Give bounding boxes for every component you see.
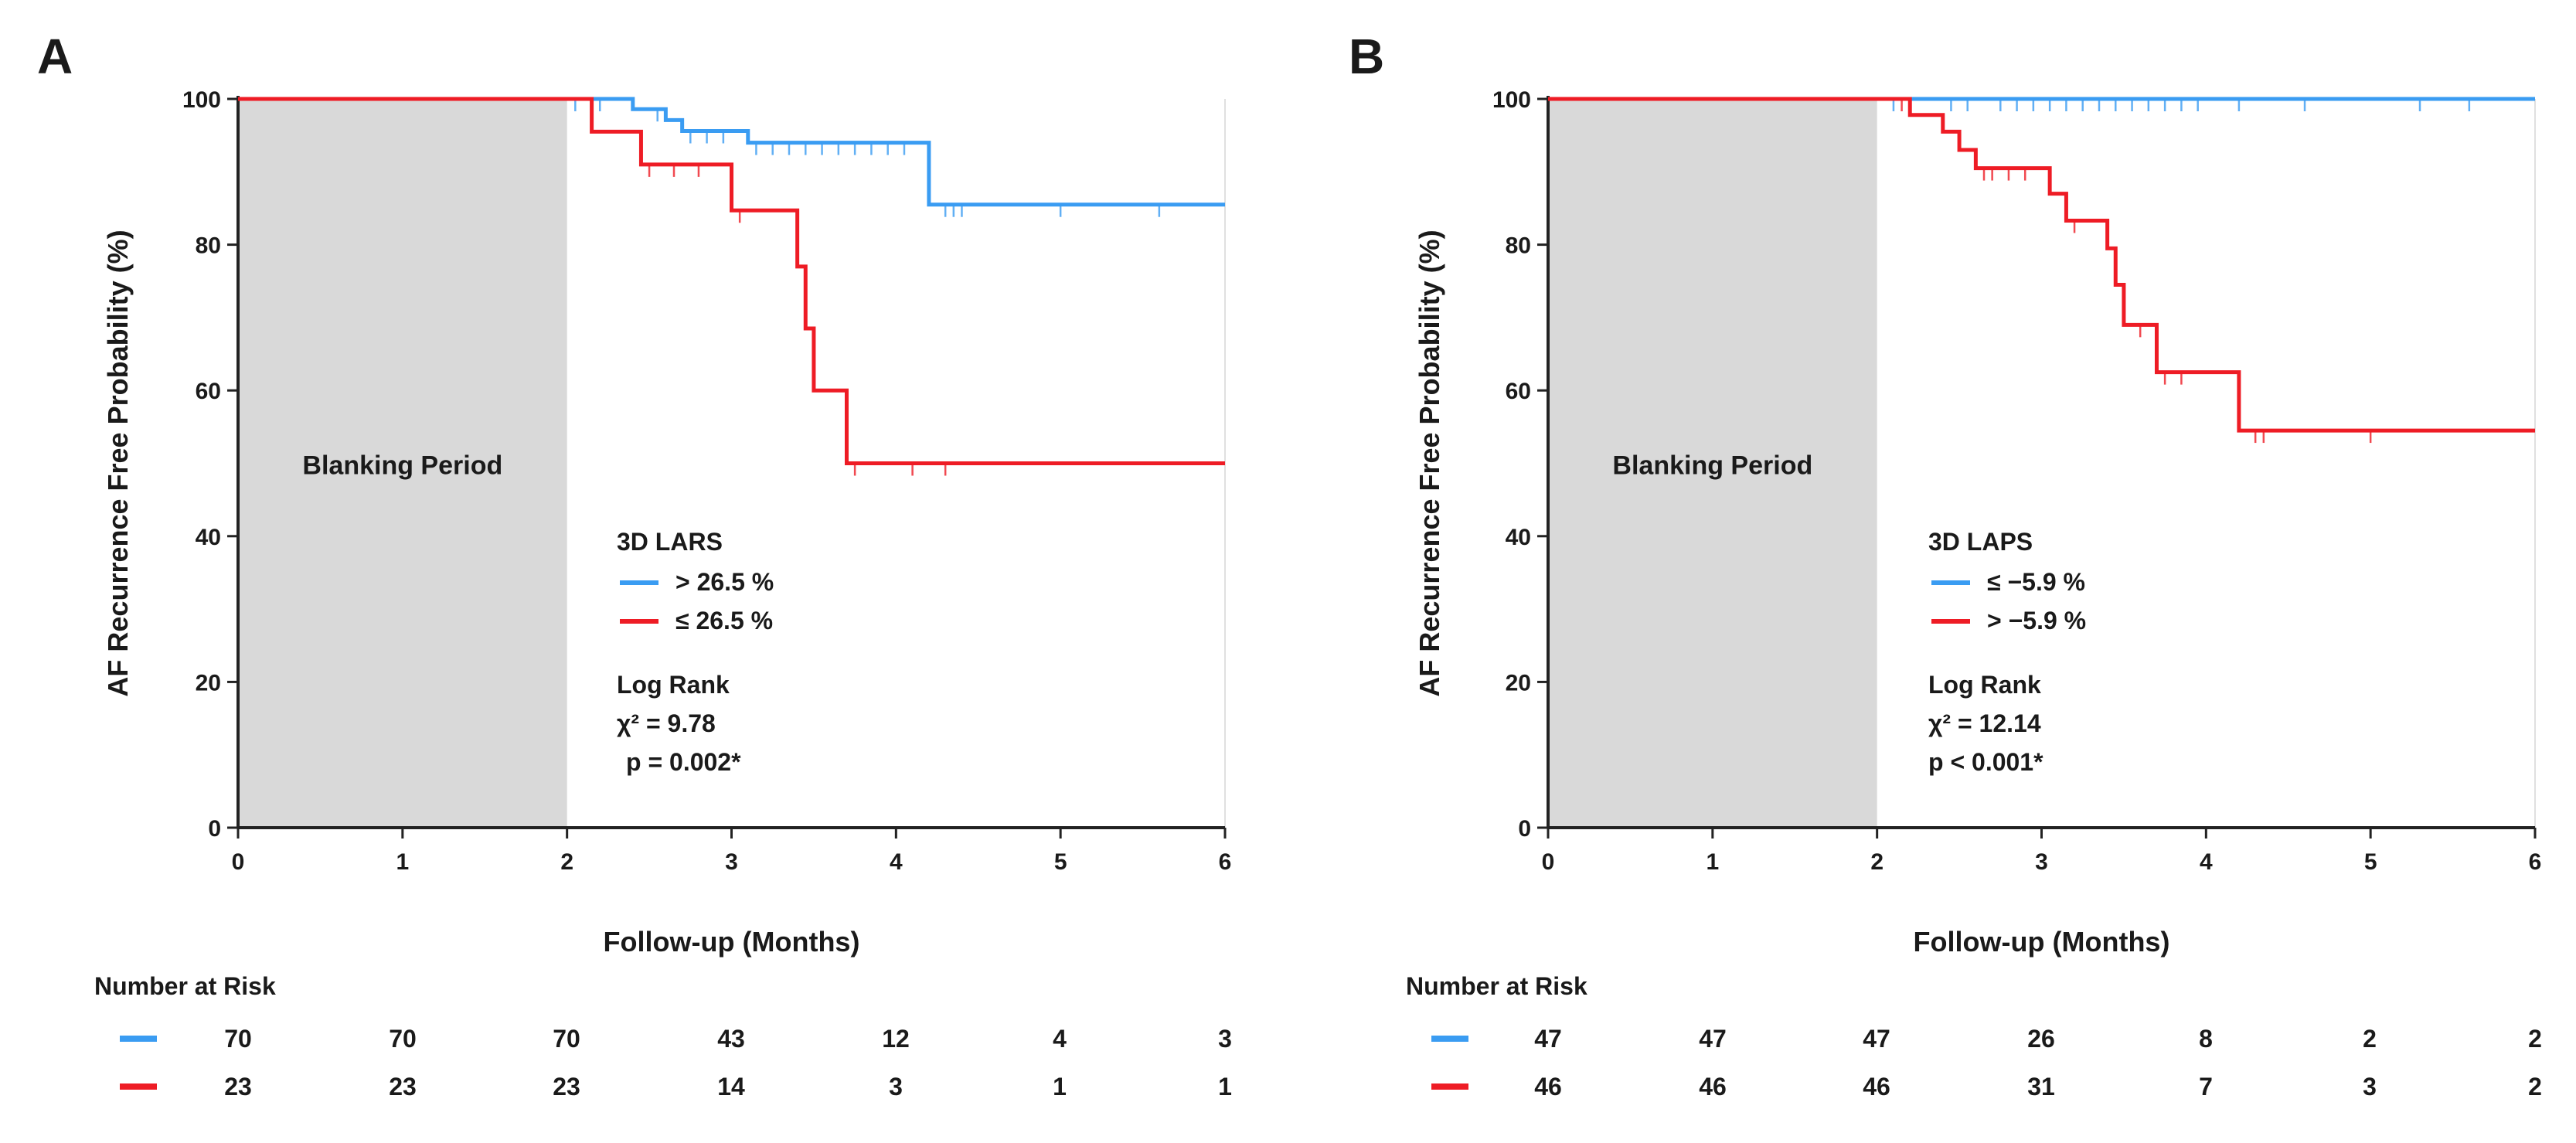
risk-cell: 12 [882,1025,910,1053]
x-tick-label: 1 [1706,849,1719,875]
stats-p-value: p = 0.002* [626,748,741,776]
panel-b: B Blanking Period 0 20 40 60 80 100 0 1 2 3 4 5 6 Follo… [1349,29,2542,1100]
x-tick-label: 5 [1054,849,1067,875]
blanking-period-label: Blanking Period [302,451,502,481]
risk-cell: 3 [1218,1025,1232,1053]
y-tick-label: 80 [1506,233,1531,259]
blanking-region [238,99,567,828]
x-tick-label: 4 [2200,849,2213,875]
risk-cell: 2 [2528,1073,2542,1100]
y-tick-label: 100 [182,87,221,113]
risk-cell: 14 [717,1073,745,1100]
panel-letter: A [37,29,73,84]
risk-cell: 47 [1699,1025,1727,1053]
risk-cell: 8 [2199,1025,2213,1053]
legend-label-series-1: ≤ −5.9 % [1987,568,2085,596]
risk-cell: 26 [2027,1025,2055,1053]
risk-cell: 46 [1534,1073,1562,1100]
km-curve-series-2 [1548,97,2535,433]
y-tick-label: 40 [196,525,221,550]
risk-cell: 1 [1053,1073,1067,1100]
risk-cell: 23 [553,1073,580,1100]
stats-chi2: χ² = 12.14 [1928,709,2041,737]
legend-title: 3D LAPS [1928,528,2033,556]
risk-cell: 1 [1218,1073,1232,1100]
y-tick-label: 20 [196,670,221,696]
risk-cell: 43 [717,1025,745,1053]
risk-cell: 2 [2363,1025,2377,1053]
y-tick-label: 20 [1506,670,1531,696]
x-tick-label: 3 [2035,849,2048,875]
y-tick-label: 100 [1492,87,1531,113]
x-axis-title: Follow-up (Months) [1914,926,2170,958]
stats-chi2: χ² = 9.78 [617,709,716,737]
y-tick-label: 60 [196,379,221,404]
x-tick-label: 0 [232,849,245,875]
risk-cell: 23 [224,1073,252,1100]
x-tick-label: 4 [890,849,903,875]
panel-letter: B [1349,29,1384,84]
risk-cell: 2 [2528,1025,2542,1053]
blanking-region [1548,99,1877,828]
risk-cell: 3 [2363,1073,2377,1100]
x-tick-label: 0 [1542,849,1555,875]
y-tick-label: 40 [1506,525,1531,550]
y-axis-title: AF Recurrence Free Probability (%) [102,230,134,696]
stats-title: Log Rank [1928,671,2041,699]
stats-p-value: p < 0.001* [1928,748,2043,776]
risk-cell: 3 [889,1073,903,1100]
x-tick-label: 2 [1870,849,1884,875]
x-tick-label: 1 [396,849,409,875]
risk-cell: 70 [389,1025,417,1053]
km-curve-series-2 [238,97,1225,465]
legend-label-series-2: > −5.9 % [1987,607,2086,634]
risk-cell: 31 [2027,1073,2055,1100]
y-tick-label: 0 [1518,816,1531,842]
km-curve-series-1 [238,97,1225,207]
x-tick-label: 2 [560,849,573,875]
risk-cell: 70 [224,1025,252,1053]
legend-label-series-2: ≤ 26.5 % [675,607,773,634]
x-tick-label: 5 [2364,849,2377,875]
x-tick-label: 3 [725,849,738,875]
blanking-period-label: Blanking Period [1612,451,1812,481]
risk-table-title: Number at Risk [94,972,276,1000]
risk-cell: 46 [1699,1073,1727,1100]
risk-cell: 7 [2199,1073,2213,1100]
legend-label-series-1: > 26.5 % [675,568,774,596]
x-tick-label: 6 [2529,849,2542,875]
legend-title: 3D LARS [617,528,723,556]
stats-title: Log Rank [617,671,730,699]
risk-cell: 47 [1863,1025,1890,1053]
risk-cell: 23 [389,1073,417,1100]
x-tick-label: 6 [1219,849,1232,875]
risk-cell: 70 [553,1025,580,1053]
x-axis-title: Follow-up (Months) [604,926,860,958]
y-axis-title: AF Recurrence Free Probability (%) [1414,230,1445,696]
risk-cell: 47 [1534,1025,1562,1053]
y-tick-label: 80 [196,233,221,259]
y-tick-label: 0 [208,816,221,842]
y-tick-label: 60 [1506,379,1531,404]
risk-cell: 46 [1863,1073,1890,1100]
risk-cell: 4 [1053,1025,1067,1053]
risk-table-title: Number at Risk [1406,972,1587,1000]
